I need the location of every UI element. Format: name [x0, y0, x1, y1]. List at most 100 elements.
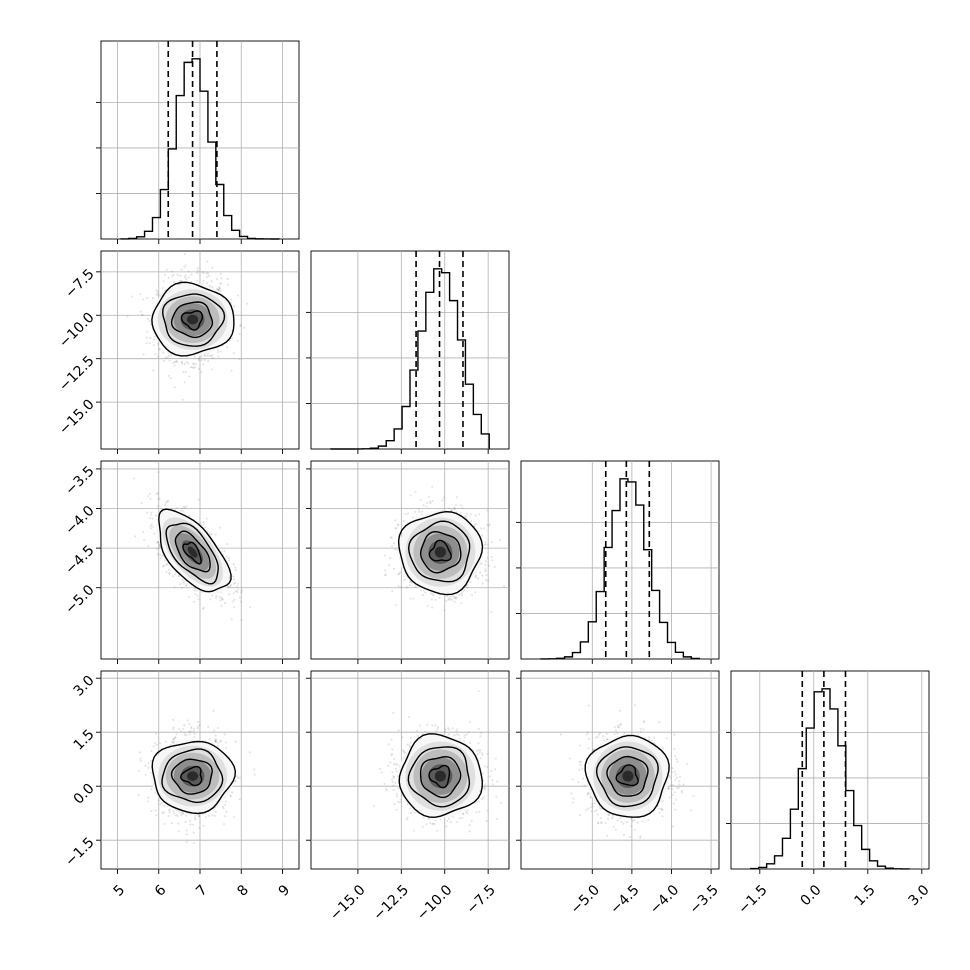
scatter-point: [202, 363, 205, 366]
scatter-point: [431, 593, 434, 596]
scatter-point: [210, 368, 213, 371]
scatter-point: [471, 593, 474, 596]
scatter-point: [389, 536, 392, 539]
scatter-point: [179, 583, 182, 586]
scatter-point: [453, 596, 456, 600]
scatter-point: [220, 604, 223, 607]
scatter-point: [182, 582, 185, 585]
scatter-point: [184, 264, 187, 267]
scatter-point: [449, 595, 452, 598]
scatter-point: [168, 811, 171, 814]
scatter-point: [233, 305, 236, 308]
scatter-point: [236, 294, 240, 297]
scatter-point: [394, 604, 397, 607]
scatter-point: [181, 398, 184, 401]
scatter-point: [165, 501, 168, 504]
scatter-point: [220, 277, 223, 280]
histogram-series: [750, 688, 910, 870]
scatter-point: [465, 512, 469, 515]
scatter-point: [162, 359, 165, 362]
scatter-point: [469, 513, 472, 516]
contour-lines: [397, 510, 484, 596]
scatter-point: [147, 762, 150, 765]
scatter-point: [234, 581, 237, 584]
scatter-panel-3-2: [306, 460, 510, 664]
scatter-point: [466, 586, 469, 589]
scatter-point: [166, 356, 169, 359]
scatter-point: [165, 570, 168, 573]
scatter-point: [159, 557, 162, 560]
scatter-point: [141, 313, 144, 317]
scatter-point: [175, 360, 178, 363]
scatter-point: [161, 287, 164, 290]
scatter-point: [161, 554, 164, 557]
scatter-point: [172, 361, 175, 365]
scatter-point: [139, 293, 142, 296]
scatter-point: [226, 585, 230, 588]
scatter-point: [171, 275, 174, 278]
scatter-point: [236, 339, 239, 343]
scatter-point: [203, 354, 206, 357]
scatter-point: [154, 353, 157, 356]
scatter-point: [207, 814, 210, 817]
scatter-point: [231, 337, 234, 340]
scatter-point: [163, 503, 167, 507]
scatter-point: [474, 574, 478, 577]
scatter-point: [174, 573, 177, 576]
scatter-point: [178, 811, 181, 814]
scatter-point: [153, 338, 156, 341]
scatter-point: [157, 355, 160, 358]
scatter-point: [222, 823, 226, 826]
scatter-point: [172, 810, 175, 813]
scatter-point: [397, 524, 400, 527]
scatter-point: [150, 810, 153, 813]
scatter-point: [209, 598, 212, 601]
scatter-point: [200, 355, 203, 358]
scatter-point: [163, 804, 166, 807]
scatter-point: [172, 737, 175, 740]
scatter-point: [184, 274, 187, 277]
scatter-point: [171, 740, 174, 743]
scatter-point: [246, 302, 249, 305]
scatter-point: [194, 593, 197, 596]
scatter-point: [238, 776, 241, 779]
scatter-point: [230, 298, 233, 301]
scatter-point: [183, 381, 186, 384]
scatter-point: [196, 269, 200, 272]
scatter-point: [177, 830, 180, 833]
scatter-point: [192, 842, 195, 845]
scatter-point: [165, 268, 168, 271]
scatter-point: [226, 283, 230, 286]
scatter-point: [426, 604, 429, 607]
scatter-point: [167, 499, 170, 502]
scatter-point: [216, 287, 219, 290]
scatter-point: [202, 520, 205, 523]
scatter-point: [171, 575, 175, 578]
scatter-point: [174, 736, 177, 739]
scatter-point: [203, 354, 206, 357]
scatter-point: [231, 600, 234, 603]
scatter-point: [453, 508, 456, 511]
scatter-point: [227, 585, 230, 588]
scatter-point: [184, 371, 187, 374]
scatter-point: [206, 355, 209, 358]
scatter-point: [216, 351, 219, 354]
scatter-point: [460, 594, 463, 597]
scatter-point: [486, 524, 489, 527]
scatter-point: [192, 363, 195, 366]
scatter-point: [147, 796, 150, 799]
scatter-point: [197, 814, 200, 817]
scatter-point: [141, 313, 144, 316]
scatter-point: [453, 600, 456, 603]
scatter-point: [455, 596, 458, 599]
scatter-point: [430, 592, 433, 595]
scatter-point: [168, 809, 171, 812]
scatter-point: [460, 602, 463, 605]
contour-lines: [158, 508, 232, 593]
scatter-point: [163, 564, 166, 568]
scatter-point: [450, 509, 453, 512]
scatter-point: [481, 582, 484, 585]
scatter-point: [145, 336, 148, 339]
scatter-point: [168, 572, 171, 575]
scatter-point: [181, 507, 184, 510]
